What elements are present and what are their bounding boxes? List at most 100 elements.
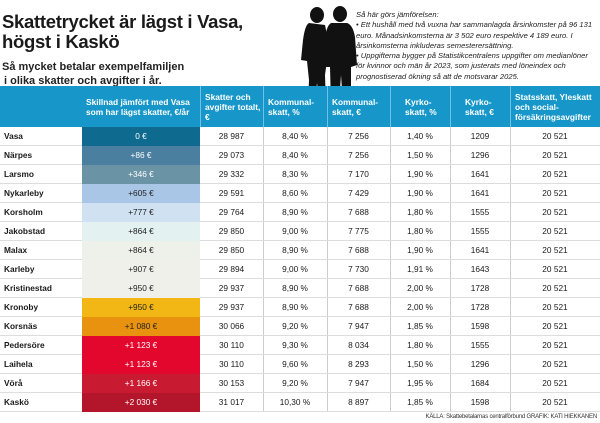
church-eur-cell: 1209 <box>470 131 490 141</box>
municipality-name: Kristinestad <box>4 283 52 293</box>
column-divider <box>263 393 264 411</box>
column-divider <box>450 393 451 411</box>
total-cell: 30 110 <box>219 340 244 350</box>
church-eur-cell: 1728 <box>470 283 490 293</box>
col-header-municipal-eur: Kommunal-skatt, € <box>327 86 390 127</box>
column-divider <box>327 317 328 335</box>
notes-item: • Uppgifterna bygger på Statistikcentral… <box>356 51 588 81</box>
total-cell: 30 153 <box>218 378 245 388</box>
table-row: Jakobstad +864 € 29 850 9,00 % 7 775 1,80 % 15… <box>0 222 600 241</box>
source-credit: KÄLLA: Skattebetalarnas centralförbund G… <box>425 414 598 420</box>
table-row: Vörå +1 166 € 30 153 9,20 % 7 947 1,95 % 1684 2… <box>0 374 600 393</box>
column-divider <box>510 165 511 183</box>
total-cell: 29 894 <box>218 264 245 274</box>
difference-cell: +86 € <box>82 146 200 165</box>
church-pct-cell: 1,80 % <box>407 226 433 236</box>
municipal-pct-cell: 8,90 % <box>282 283 308 293</box>
column-divider <box>327 336 328 354</box>
column-divider <box>510 374 511 392</box>
notes-item: • Ett hushåll med två vuxna har sammanla… <box>356 20 593 50</box>
municipal-pct-cell: 8,30 % <box>282 169 308 179</box>
column-divider <box>263 222 264 240</box>
column-divider <box>510 260 511 278</box>
column-divider <box>450 298 451 316</box>
municipality-name: Närpes <box>4 150 33 160</box>
column-divider <box>510 317 511 335</box>
column-divider <box>327 355 328 373</box>
col-header-difference: Skillnad jämfört med Vasa som har lägst … <box>86 96 190 117</box>
table-row: Nykarleby +605 € 29 591 8,60 % 7 429 1,90 % 16… <box>0 184 600 203</box>
total-cell: 30 110 <box>219 359 244 369</box>
church-pct-cell: 1,80 % <box>407 207 433 217</box>
difference-cell: +950 € <box>82 298 200 317</box>
column-divider <box>390 165 391 183</box>
municipal-pct-cell: 9,60 % <box>282 359 308 369</box>
state-tax-cell: 20 521 <box>542 378 568 388</box>
table-row: Kaskö +2 030 € 31 017 10,30 % 8 897 1,85 % 159… <box>0 393 600 412</box>
state-tax-cell: 20 521 <box>542 207 568 217</box>
col-header-municipal-pct: Kommunal-skatt, % <box>263 86 327 127</box>
municipality-name: Nykarleby <box>4 188 44 198</box>
total-cell: 29 591 <box>218 188 245 198</box>
total-cell: 29 937 <box>218 283 245 293</box>
table-row: Karleby +907 € 29 894 9,00 % 7 730 1,91 % 1643… <box>0 260 600 279</box>
municipal-eur-cell: 8 293 <box>348 359 369 369</box>
table-row: Laihela +1 123 € 30 110 9,60 % 8 293 1,50 % 12… <box>0 355 600 374</box>
column-divider <box>450 279 451 297</box>
column-divider <box>263 184 264 202</box>
table-row: Pedersöre +1 123 € 30 110 9,30 % 8 034 1,80 %… <box>0 336 600 355</box>
municipality-name: Pedersöre <box>4 340 45 350</box>
state-tax-cell: 20 521 <box>542 226 568 236</box>
column-divider <box>390 355 391 373</box>
column-divider <box>390 374 391 392</box>
column-divider <box>510 184 511 202</box>
table-row: Korsnäs +1 080 € 30 066 9,20 % 7 947 1,85 % 15… <box>0 317 600 336</box>
church-pct-cell: 1,80 % <box>407 340 433 350</box>
church-pct-cell: 1,85 % <box>407 397 433 407</box>
church-pct-cell: 2,00 % <box>407 283 433 293</box>
column-divider <box>390 241 391 259</box>
municipal-eur-cell: 7 429 <box>348 188 369 198</box>
column-divider <box>450 165 451 183</box>
column-divider <box>390 184 391 202</box>
column-divider <box>263 336 264 354</box>
state-tax-cell: 20 521 <box>542 302 568 312</box>
column-divider <box>327 241 328 259</box>
difference-cell: +1 080 € <box>82 317 200 336</box>
column-divider <box>510 355 511 373</box>
municipal-eur-cell: 7 256 <box>348 131 369 141</box>
notes-heading: Så här görs jämförelsen: <box>356 10 439 19</box>
column-divider <box>510 222 511 240</box>
column-divider <box>450 241 451 259</box>
municipal-pct-cell: 9,20 % <box>282 321 308 331</box>
column-divider <box>327 203 328 221</box>
church-pct-cell: 1,40 % <box>407 131 433 141</box>
column-divider <box>327 165 328 183</box>
church-pct-cell: 2,00 % <box>407 302 433 312</box>
chart-title: Skattetrycket är lägst i Vasa, högst i K… <box>2 11 243 52</box>
total-cell: 31 017 <box>218 397 245 407</box>
municipal-pct-cell: 9,20 % <box>282 378 308 388</box>
difference-cell: +1 166 € <box>82 374 200 393</box>
municipal-eur-cell: 7 688 <box>348 245 369 255</box>
church-pct-cell: 1,95 % <box>407 378 433 388</box>
column-divider <box>450 374 451 392</box>
municipality-name: Malax <box>4 245 28 255</box>
church-eur-cell: 1598 <box>470 321 490 331</box>
church-pct-cell: 1,90 % <box>407 169 433 179</box>
municipal-pct-cell: 8,90 % <box>282 302 308 312</box>
municipality-name: Korsholm <box>4 207 43 217</box>
church-eur-cell: 1555 <box>470 207 490 217</box>
state-tax-cell: 20 521 <box>542 359 568 369</box>
column-divider <box>327 393 328 411</box>
column-divider <box>263 127 264 145</box>
column-divider <box>510 146 511 164</box>
chart-subtitle: Så mycket betalar exempelfamiljen i olik… <box>2 60 242 88</box>
col-header-total: Skatter och avgifter totalt, € <box>200 86 263 127</box>
difference-cell: +864 € <box>82 222 200 241</box>
column-divider <box>263 203 264 221</box>
church-eur-cell: 1641 <box>470 245 490 255</box>
municipal-pct-cell: 8,90 % <box>282 207 308 217</box>
column-divider <box>263 374 264 392</box>
column-divider <box>510 127 511 145</box>
